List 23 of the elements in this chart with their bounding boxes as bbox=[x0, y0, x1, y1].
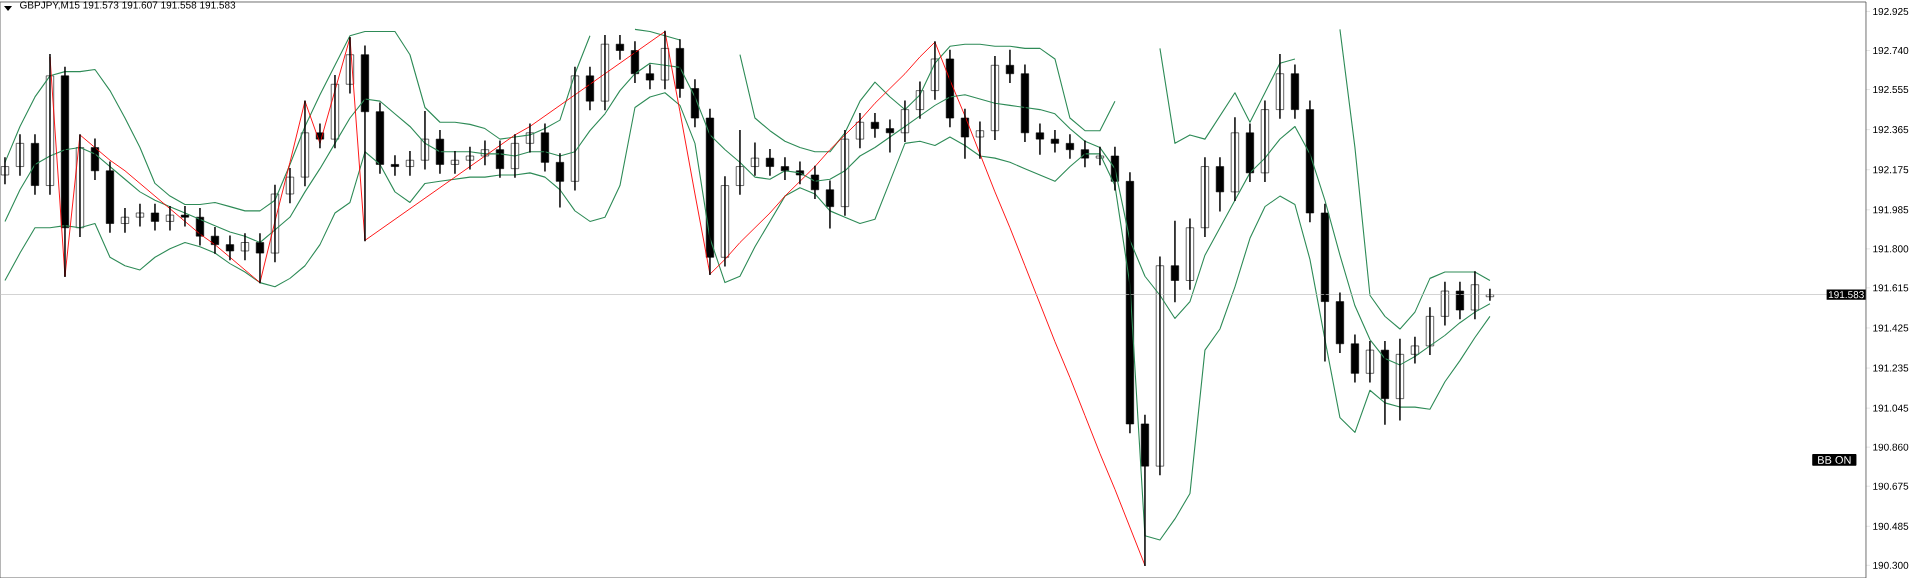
chart-title: GBPJPY,M15 191.573 191.607 191.558 191.583 bbox=[20, 1, 236, 10]
y-tick-label: 191.045 bbox=[1873, 404, 1909, 412]
candlestick bbox=[180, 205, 190, 227]
candlestick bbox=[135, 203, 145, 227]
text: BB ON bbox=[1818, 456, 1851, 464]
y-tick-label: 191.425 bbox=[1873, 324, 1909, 332]
y-tick-label: 192.740 bbox=[1873, 46, 1909, 55]
ref-line-label: 191.583 bbox=[1828, 291, 1864, 299]
candlestick bbox=[465, 146, 475, 170]
y-tick-label: 191.985 bbox=[1873, 206, 1909, 214]
y-tick-label: 192.365 bbox=[1873, 126, 1909, 134]
y-tick-label: 190.485 bbox=[1873, 522, 1909, 530]
y-tick-label: 192.175 bbox=[1873, 166, 1909, 174]
y-tick-label: 190.300 bbox=[1873, 561, 1909, 569]
y-tick-label: 191.800 bbox=[1873, 245, 1909, 253]
candlestick bbox=[1095, 146, 1104, 166]
y-tick-label: 191.235 bbox=[1873, 364, 1909, 372]
y-tick-label: 192.555 bbox=[1873, 86, 1909, 94]
y-tick-label: 192.925 bbox=[1873, 7, 1909, 16]
y-tick-label: 190.860 bbox=[1873, 443, 1909, 451]
y-tick-label: 191.615 bbox=[1873, 284, 1909, 292]
candlestick bbox=[1050, 129, 1059, 153]
y-tick-label: 190.675 bbox=[1873, 482, 1909, 490]
